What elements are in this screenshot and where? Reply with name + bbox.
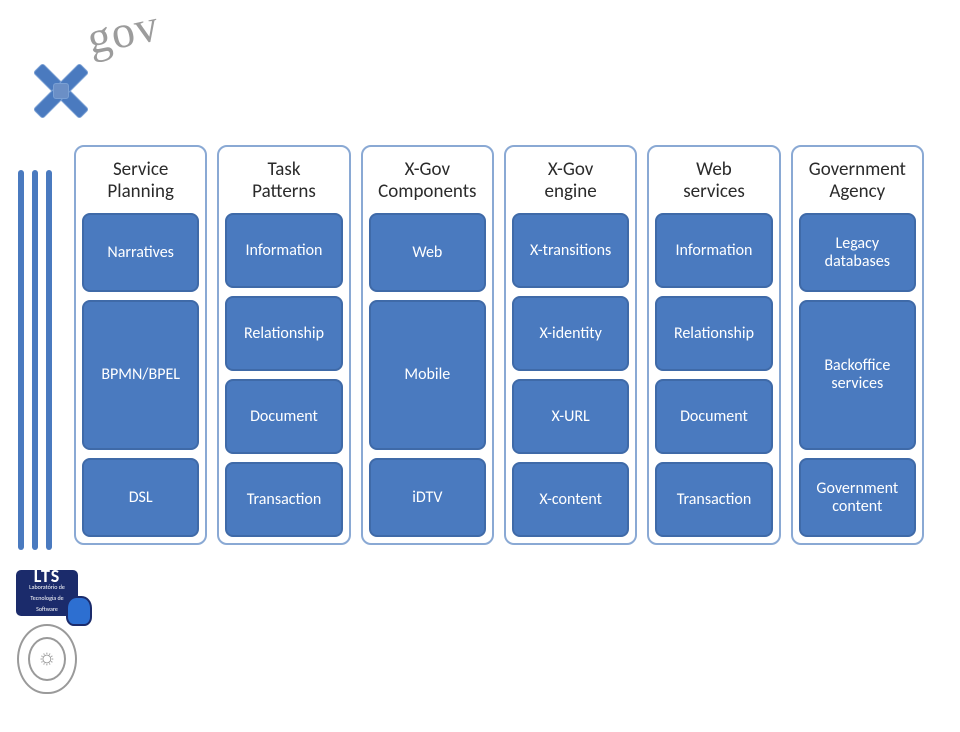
diagram-node: DSL [82, 458, 199, 537]
logo-text: gov [82, 0, 163, 65]
diagram-column: Government AgencyLegacy databases Backoff… [791, 145, 924, 545]
diagram-column: X-Gov engineX-transitions X-identity X-URL… [504, 145, 637, 545]
diagram-node: Information [225, 213, 342, 288]
column-body: Information Relationship Document Transacti… [655, 213, 772, 537]
diagram-node: iDTV [369, 458, 486, 537]
column-header: Web services [655, 153, 772, 209]
left-stripes [18, 170, 52, 550]
diagram-node: Transaction [655, 462, 772, 537]
column-header: X-Gov Components [369, 153, 486, 209]
column-header: Task Patterns [225, 153, 342, 209]
mascot-icon [66, 596, 92, 626]
diagram-node: Information [655, 213, 772, 288]
diagram-node: Relationship [225, 296, 342, 371]
diagram-column: Task PatternsInformation Relationship Docu… [217, 145, 350, 545]
architecture-diagram: Service PlanningNarrativesBPMN/BPELDSLTa… [74, 145, 924, 545]
diagram-node: Transaction [225, 462, 342, 537]
footer-emblems: LTS Laboratório de Tecnologia de Softwar… [12, 570, 82, 694]
diagram-column: Service PlanningNarratives BPMN/BPEL DSL [74, 145, 207, 545]
column-body: X-transitions X-identity X-URL X-content [512, 213, 629, 537]
diagram-node: X-content [512, 462, 629, 537]
diagram-node: X-transitions [512, 213, 629, 288]
stripe [46, 170, 52, 550]
diagram-node: Relationship [655, 296, 772, 371]
lts-badge: LTS Laboratório de Tecnologia de Softwar… [16, 570, 78, 616]
diagram-node: Web [369, 213, 486, 292]
diagram-column: X-Gov ComponentsWeb Mobile iDTV [361, 145, 494, 545]
university-crest-icon: ☼ [17, 624, 77, 694]
lts-title: LTS [16, 571, 78, 582]
diagram-node: BPMN/BPEL [82, 300, 199, 450]
column-body: Narratives BPMN/BPEL DSL [82, 213, 199, 537]
diagram-node: Document [655, 379, 772, 454]
diagram-node: Backoffice services [799, 300, 916, 450]
diagram-node: Narratives [82, 213, 199, 292]
logo-cross-icon [25, 55, 95, 125]
column-header: Service Planning [82, 153, 199, 209]
column-body: Information Relationship Document Transacti… [225, 213, 342, 537]
diagram-node: X-URL [512, 379, 629, 454]
diagram-node: Mobile [369, 300, 486, 450]
diagram-node: X-identity [512, 296, 629, 371]
diagram-node: Legacy databases [799, 213, 916, 292]
column-body: Web Mobile iDTV [369, 213, 486, 537]
column-header: Government Agency [799, 153, 916, 209]
diagram-node: Document [225, 379, 342, 454]
column-header: X-Gov engine [512, 153, 629, 209]
xgov-logo: gov [5, 5, 195, 125]
column-body: Legacy databases Backoffice services Gover… [799, 213, 916, 537]
stripe [32, 170, 38, 550]
diagram-column: Web servicesInformation Relationship Docum… [647, 145, 780, 545]
diagram-node: Government content [799, 458, 916, 537]
stripe [18, 170, 24, 550]
